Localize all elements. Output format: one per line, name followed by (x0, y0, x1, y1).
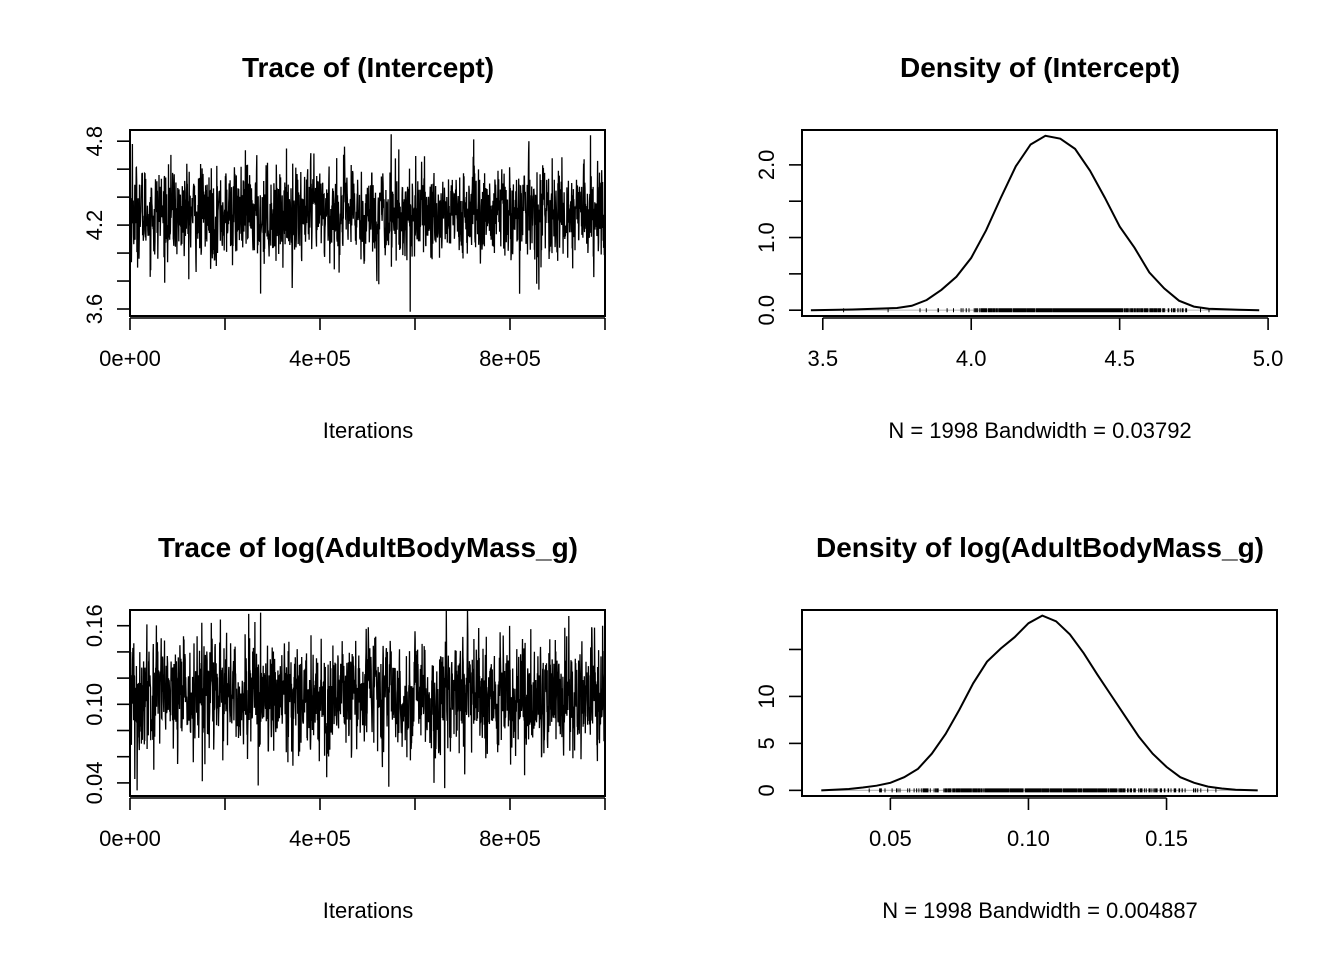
y-ticks: 0.04 0.10 0.16 (82, 604, 130, 804)
x-tick-label: 0e+00 (99, 826, 161, 851)
density-curve (810, 134, 1260, 312)
panel-density-intercept: Density of (Intercept) 3.5 4.0 4.5 5.0 0.0 1… (754, 52, 1283, 443)
y-tick-label: 10 (754, 684, 779, 708)
y-tick-label: 3.6 (82, 294, 107, 325)
y-tick-label: 1.0 (754, 222, 779, 253)
rug-marks (843, 308, 1210, 313)
x-axis-label: N = 1998 Bandwidth = 0.03792 (888, 418, 1191, 443)
x-tick-label: 0.15 (1145, 826, 1188, 851)
x-ticks: 0.05 0.10 0.15 (869, 798, 1188, 851)
y-tick-label: 0 (754, 784, 779, 796)
plot-frame (801, 609, 1278, 797)
density-series (810, 134, 1260, 313)
x-tick-label: 8e+05 (479, 346, 541, 371)
plot-frame (801, 129, 1278, 317)
density-curve (821, 614, 1258, 792)
x-ticks: 0e+00 4e+05 8e+05 (99, 318, 606, 371)
trace-line (129, 134, 606, 312)
x-ticks: 3.5 4.0 4.5 5.0 (807, 318, 1283, 371)
trace-series (129, 134, 606, 312)
y-tick-label: 0.16 (82, 604, 107, 647)
x-ticks: 0e+00 4e+05 8e+05 (99, 798, 606, 851)
panel-trace-log-body-mass: Trace of log(AdultBodyMass_g) 0e+00 4e+05… (82, 532, 606, 923)
trace-line (129, 609, 606, 791)
y-ticks: 3.6 4.2 4.8 (82, 126, 130, 324)
chart-title: Density of (Intercept) (900, 52, 1180, 83)
y-tick-label: 2.0 (754, 150, 779, 181)
x-axis-label: Iterations (323, 418, 414, 443)
x-axis-label: N = 1998 Bandwidth = 0.004887 (882, 898, 1198, 923)
chart-title: Trace of log(AdultBodyMass_g) (158, 532, 578, 563)
x-tick-label: 4.0 (956, 346, 987, 371)
x-tick-label: 4e+05 (289, 346, 351, 371)
y-tick-label: 5 (754, 737, 779, 749)
rug-marks (868, 788, 1217, 793)
panel-trace-intercept: Trace of (Intercept) 0e+00 4e+05 8e+05 3.6… (82, 52, 606, 443)
y-tick-label: 0.10 (82, 683, 107, 726)
x-tick-label: 0e+00 (99, 346, 161, 371)
density-series (821, 614, 1258, 793)
panel-density-log-body-mass: Density of log(AdultBodyMass_g) 0.05 0.10… (754, 532, 1278, 923)
y-ticks: 0 5 10 (754, 648, 802, 796)
trace-series (129, 609, 606, 791)
x-tick-label: 0.05 (869, 826, 912, 851)
y-tick-label: 4.8 (82, 126, 107, 157)
x-tick-label: 0.10 (1007, 826, 1050, 851)
x-tick-label: 4.5 (1104, 346, 1135, 371)
x-tick-label: 5.0 (1253, 346, 1284, 371)
x-tick-label: 3.5 (807, 346, 838, 371)
x-axis-label: Iterations (323, 898, 414, 923)
y-tick-label: 4.2 (82, 210, 107, 241)
y-tick-label: 0.04 (82, 761, 107, 804)
x-tick-label: 4e+05 (289, 826, 351, 851)
chart-title: Trace of (Intercept) (242, 52, 494, 83)
y-tick-label: 0.0 (754, 295, 779, 326)
y-ticks: 0.0 1.0 2.0 (754, 150, 802, 326)
x-tick-label: 8e+05 (479, 826, 541, 851)
chart-title: Density of log(AdultBodyMass_g) (816, 532, 1264, 563)
